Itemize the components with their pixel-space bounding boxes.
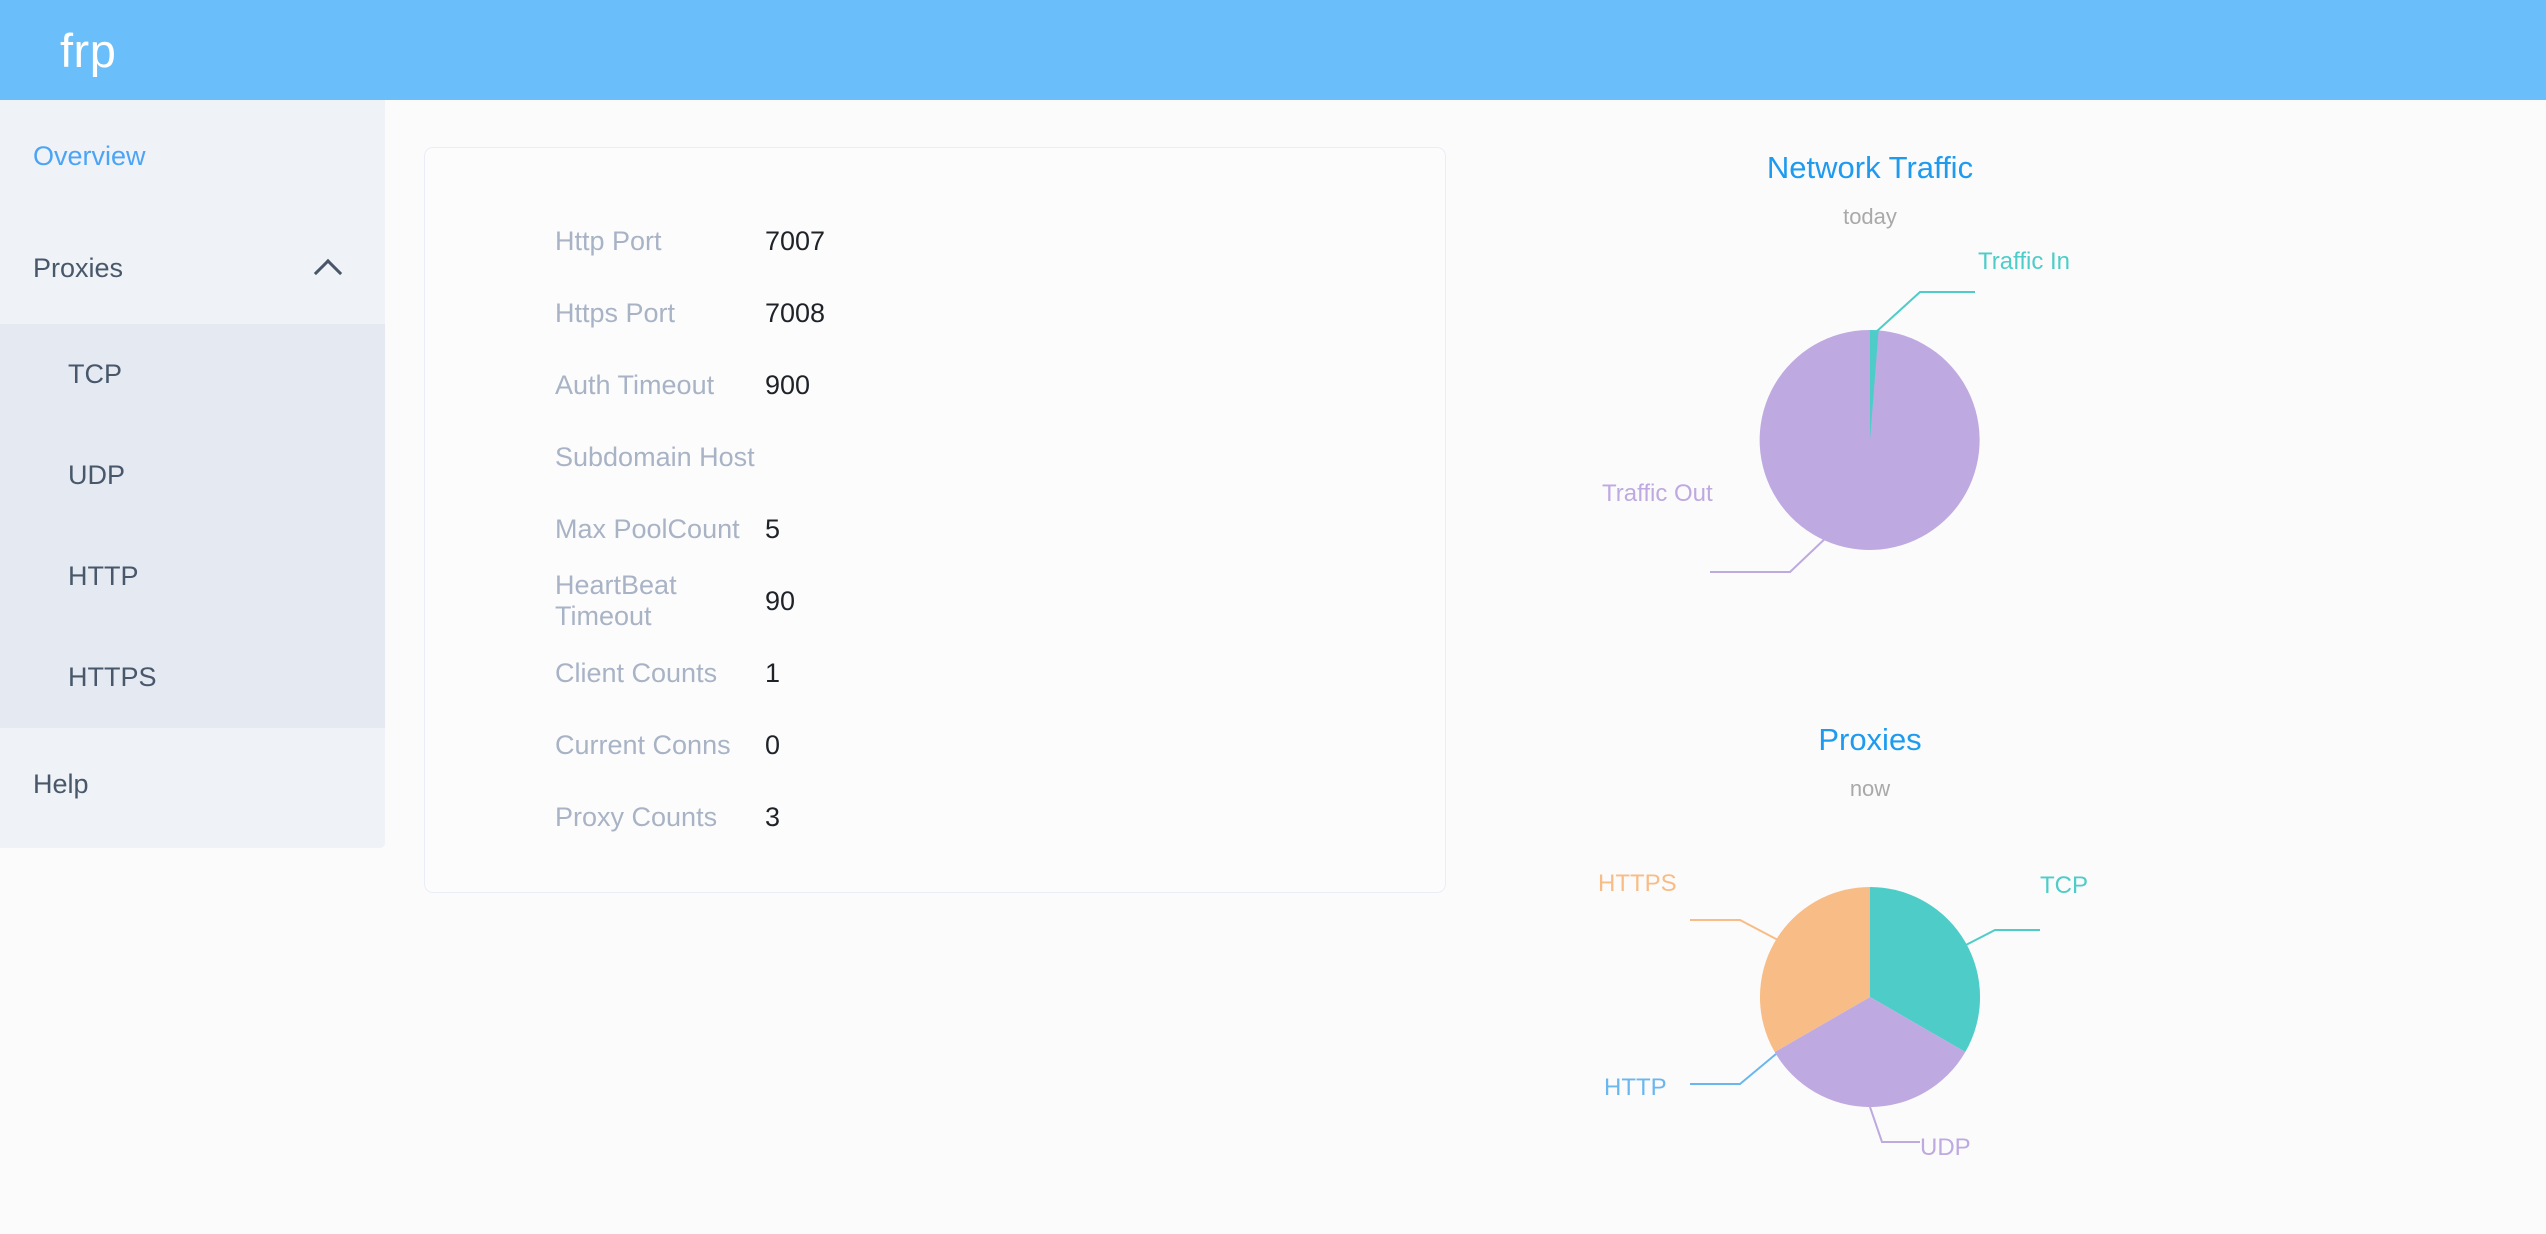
pie-slice-traffic-out[interactable] (1759, 330, 1980, 550)
sidebar-submenu-proxies: TCP UDP HTTP HTTPS (0, 324, 385, 728)
server-info-value: 5 (765, 513, 781, 544)
server-info-label: Subdomain Host (555, 441, 755, 472)
server-info-value: 1 (765, 657, 781, 688)
server-info-row: Current Conns 0 (425, 709, 1445, 781)
leader-line-tcp (1961, 929, 2040, 948)
pie-label-traffic-out: Traffic Out (1602, 480, 1713, 507)
server-info-label: Client Counts (555, 657, 718, 688)
server-info-row: Subdomain Host (425, 421, 1445, 493)
network-traffic-chart: Network Traffic today Traffic In Traffic… (1590, 150, 2150, 670)
network-traffic-pie[interactable] (1590, 230, 2150, 650)
sidebar-item-tcp-label: TCP (68, 359, 122, 389)
server-info-row: Http Port 7007 (425, 205, 1445, 277)
proxies-chart: Proxies now TCP UDP HTTP HTTPS (1590, 722, 2150, 1222)
network-traffic-subtitle: today (1843, 204, 1897, 229)
proxies-title: Proxies (1818, 722, 1922, 757)
pie-label-http: HTTP (1604, 1074, 1667, 1101)
server-info-value: 7008 (765, 297, 826, 328)
server-info-label: Current Conns (555, 729, 731, 760)
pie-slice-tcp[interactable] (1870, 887, 1981, 1052)
server-info-card: Http Port 7007 Https Port 7008 Auth Timeout 9… (424, 147, 1446, 893)
proxies-subtitle: now (1849, 776, 1891, 801)
leader-line-https (1690, 919, 1779, 941)
sidebar-item-udp-label: UDP (68, 460, 126, 490)
pie-label-https: HTTPS (1598, 870, 1677, 897)
sidebar-item-http-label: HTTP (68, 561, 139, 591)
proxies-pie[interactable] (1590, 802, 2150, 1222)
proxies-pie-wrap: TCP UDP HTTP HTTPS (1590, 802, 2150, 1222)
sidebar-item-http[interactable]: HTTP (0, 526, 385, 627)
sidebar-item-proxies-label: Proxies (33, 252, 124, 283)
server-info-label: HeartBeat Timeout (555, 570, 677, 631)
server-info-label: Max PoolCount (555, 513, 740, 544)
server-info-table: Http Port 7007 Https Port 7008 Auth Timeout 9… (425, 205, 1445, 853)
sidebar-item-tcp[interactable]: TCP (0, 324, 385, 425)
leader-line-udp (1869, 1106, 1920, 1143)
server-info-row: Proxy Counts 3 (425, 781, 1445, 853)
sidebar-item-proxies[interactable]: Proxies (0, 212, 385, 324)
brand-title: frp (60, 23, 117, 77)
sidebar-item-https-label: HTTPS (68, 662, 157, 692)
server-info-value: 900 (765, 369, 811, 400)
pie-slice-traffic-in[interactable] (1870, 329, 1879, 440)
server-info-value: 7007 (765, 225, 826, 256)
sidebar-item-help-label: Help (33, 768, 89, 799)
sidebar-item-overview[interactable]: Overview (0, 100, 385, 212)
sidebar-item-help[interactable]: Help (0, 728, 385, 840)
leader-line-traffic-in (1875, 291, 1975, 333)
sidebar-item-https[interactable]: HTTPS (0, 627, 385, 728)
pie-label-udp: UDP (1920, 1134, 1971, 1161)
app-header: frp (0, 0, 2546, 100)
server-info-label: Proxy Counts (555, 801, 718, 832)
network-traffic-title: Network Traffic (1766, 150, 1974, 185)
pie-label-tcp: TCP (2040, 872, 2088, 899)
server-info-value: 90 (765, 585, 796, 616)
chevron-up-icon (314, 253, 344, 283)
server-info-label: Auth Timeout (555, 369, 715, 400)
server-info-label: Https Port (555, 297, 676, 328)
sidebar-item-overview-label: Overview (33, 140, 146, 171)
leader-line-http (1690, 1053, 1777, 1085)
leader-line-traffic-out (1710, 533, 1831, 573)
pie-slice-https[interactable] (1759, 887, 1870, 1052)
server-info-label: Http Port (555, 225, 662, 256)
pie-slice-udp[interactable] (1774, 997, 1966, 1108)
server-info-value: 3 (765, 801, 781, 832)
server-info-value: 0 (765, 729, 781, 760)
pie-label-traffic-in: Traffic In (1978, 248, 2071, 275)
server-info-value (765, 421, 1445, 493)
server-info-row: Client Counts 1 (425, 637, 1445, 709)
server-info-row: Max PoolCount 5 (425, 493, 1445, 565)
sidebar: Overview Proxies TCP UDP HTTP HTTPS Help (0, 100, 385, 848)
server-info-row: Auth Timeout 900 (425, 349, 1445, 421)
network-traffic-pie-wrap: Traffic In Traffic Out (1590, 230, 2150, 650)
sidebar-item-udp[interactable]: UDP (0, 425, 385, 526)
server-info-row: HeartBeat Timeout 90 (425, 565, 1445, 637)
server-info-row: Https Port 7008 (425, 277, 1445, 349)
sidebar-group-proxies: Proxies TCP UDP HTTP HTTPS (0, 212, 385, 728)
